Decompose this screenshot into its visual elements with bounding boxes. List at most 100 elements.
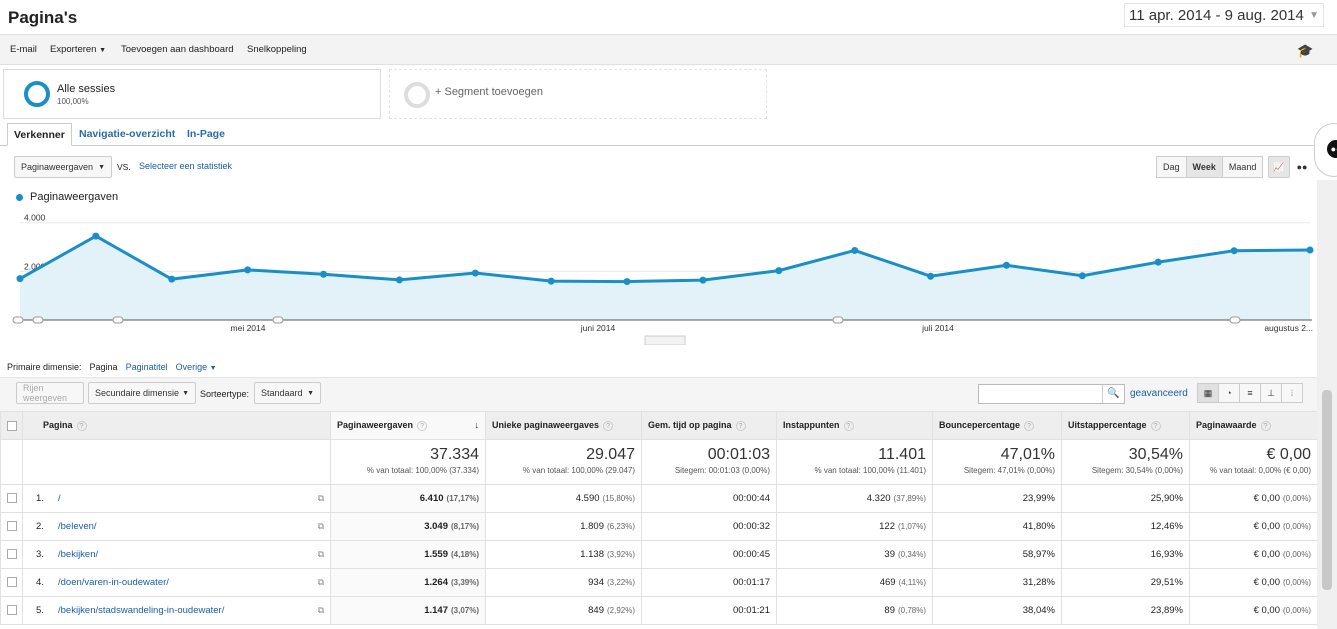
search-icon[interactable]: 🔍 [1102,385,1124,403]
external-link-icon[interactable]: ⧉ [317,521,324,531]
x-tick-label: juni 2014 [580,323,616,333]
bounce-rate-cell-value: 31,28% [1022,577,1055,588]
metric-selected-label: Paginaweergaven [21,162,94,172]
pageviews-cell: 3.049 (8,17%) [330,512,486,541]
bounce-rate-cell-value: 58,97% [1022,549,1055,560]
email-button[interactable]: E-mail [10,44,37,55]
table-view-icon[interactable]: ▦ [1197,383,1219,403]
entrances-cell-value: 122 [879,521,895,532]
period-day-button[interactable]: Dag [1156,156,1187,178]
page-link[interactable]: /bekijken/ [58,549,99,560]
exit-rate-cell-value: 29,51% [1150,577,1183,588]
external-link-icon[interactable]: ⧉ [317,577,324,587]
totals-spacer [0,439,23,485]
help-icon[interactable]: ? [417,421,428,431]
chart-legend: Paginaweergaven [16,191,118,203]
data-point [92,232,100,240]
tab-in-page[interactable]: In-Page [187,128,225,140]
select-all-checkbox[interactable] [7,420,17,431]
motion-chart-type-button[interactable]: ●● [1291,156,1313,178]
table-row[interactable]: 2./beleven/⧉ 3.049 (8,17%) 1.809 (6,23%) 00:0… [0,512,1318,541]
help-icon[interactable]: ? [735,421,746,431]
help-icon[interactable]: ? [1024,421,1035,431]
metric-selector[interactable]: Paginaweergaven ▼ [14,156,112,178]
select-statistic-link[interactable]: Selecteer een statistiek [139,161,233,171]
row-checkbox[interactable] [7,605,17,616]
exit-rate-cell-value: 12,46% [1150,521,1183,532]
secondary-dimension-select[interactable]: Secundaire dimensie ▼ [88,382,196,404]
page-link[interactable]: /beleven/ [58,521,97,532]
dimension-page[interactable]: Pagina [89,362,118,372]
entrances-cell: 469 (4,11%) [776,568,933,597]
col-header-unique-pageviews[interactable]: Unieke paginaweergaves? [485,411,642,440]
page-value-cell-pct: (0,00%) [1282,578,1311,587]
row-select-cell [0,596,23,625]
help-icon[interactable]: ? [76,421,87,431]
pie-view-icon[interactable]: ◔ [1218,383,1240,403]
col-header-bounce-rate[interactable]: Bouncepercentage? [932,411,1062,440]
page-cell: 5. /bekijken/stadswandeling-in-oudewater/… [22,596,331,625]
scrollbar[interactable] [1317,180,1337,629]
avg-time-cell: 00:01:17 [641,568,777,597]
tab-explorer[interactable]: Verkenner [7,123,72,146]
segment-all-sessions[interactable]: Alle sessies 100,00% [3,69,381,119]
entrances-cell: 89 (0,78%) [776,596,933,625]
col-header-page[interactable]: Pagina? [22,411,331,440]
export-button[interactable]: Exporteren ▼ [50,44,106,55]
table-row[interactable]: 4. /doen/varen-in-oudewater/ ⧉ 1.264 (3,39%)… [0,568,1318,597]
period-week-button[interactable]: Week [1185,156,1223,178]
comparison-view-icon[interactable]: ⊥ [1260,383,1282,403]
table-row[interactable]: 5. /bekijken/stadswandeling-in-oudewater/… [0,596,1318,625]
col-header-exit-rate[interactable]: Uitstappercentage? [1061,411,1190,440]
term-cloud-view-icon[interactable]: ⦙ [1281,383,1303,403]
entrances-cell-pct: (37,89%) [893,494,926,503]
col-header-avg-time[interactable]: Gem. tijd op pagina? [641,411,777,440]
sort-type-select[interactable]: Standaard ▼ [254,382,321,404]
legend-label: Paginaweergaven [30,191,119,203]
help-icon[interactable]: ? [603,421,614,431]
add-segment-button[interactable]: + Segment toevoegen [389,69,767,119]
row-checkbox[interactable] [7,549,17,560]
entrances-cell-pct: (1,07%) [897,522,926,531]
line-chart-type-button[interactable]: 📈 [1268,156,1290,178]
bounce-rate-cell: 41,80% [932,512,1062,541]
row-index: 4. [36,577,44,588]
external-link-icon[interactable]: ⧉ [317,549,324,559]
help-icon[interactable]: ? [843,421,854,431]
page-link[interactable]: /bekijken/stadswandeling-in-oudewater/ [58,605,225,616]
row-index: 5. [36,605,44,616]
page-link[interactable]: /doen/varen-in-oudewater/ [58,577,169,588]
row-checkbox[interactable] [7,493,17,504]
bar-view-icon[interactable]: ≡ [1239,383,1261,403]
side-widget[interactable]: ●● [1314,123,1337,177]
graduation-cap-icon[interactable]: 🎓 [1297,43,1314,58]
help-icon[interactable]: ? [1150,421,1161,431]
col-header-entrances[interactable]: Instappunten? [776,411,933,440]
table-search-input[interactable]: 🔍 [978,384,1125,404]
col-header-pageviews[interactable]: Paginaweergaven? ↓ [330,411,486,440]
tab-navigation-summary[interactable]: Navigatie-overzicht [79,128,176,140]
unique-pageviews-cell: 934 (3,22%) [485,568,642,597]
date-range-picker[interactable]: 11 apr. 2014 - 9 aug. 2014 ▼ [1124,3,1324,27]
row-checkbox[interactable] [7,577,17,588]
external-link-icon[interactable]: ⧉ [317,605,324,615]
page-value-cell-pct: (0,00%) [1282,494,1311,503]
advanced-filter-link[interactable]: geavanceerd [1130,388,1188,399]
primary-dimension-label: Primaire dimensie: [7,362,82,372]
table-row[interactable]: 3./bekijken/⧉ 1.559 (4,18%) 1.138 (3,92%) 00:… [0,540,1318,569]
add-to-dashboard-button[interactable]: Toevoegen aan dashboard [121,44,234,55]
external-link-icon[interactable]: ⧉ [317,493,324,503]
scrollbar-thumb[interactable] [1322,390,1332,590]
row-checkbox[interactable] [7,521,17,532]
help-icon[interactable]: ? [1260,421,1271,431]
data-point [1154,258,1162,266]
page-link[interactable]: / [58,493,61,504]
shortcut-button[interactable]: Snelkoppeling [247,44,307,55]
col-header-page-value[interactable]: Paginawaarde? [1189,411,1318,440]
table-row[interactable]: 1. / ⧉ 6.410 (17,17%) 4.590 (15,80%) 00:00:44 4.… [0,484,1318,513]
period-month-button[interactable]: Maand [1221,156,1264,178]
plot-rows-button[interactable]: Rijen weergeven [16,382,84,404]
bubble-chart-icon: ●● [1296,162,1308,172]
dimension-other-link[interactable]: Overige ▼ [176,362,217,372]
dimension-page-title-link[interactable]: Paginatitel [125,362,168,372]
